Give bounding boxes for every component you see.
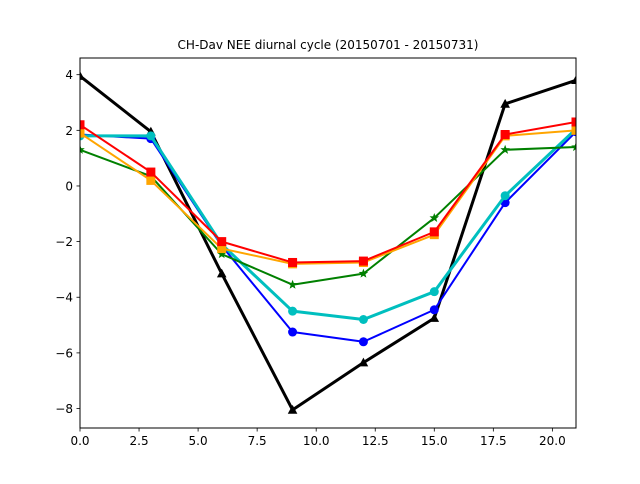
x-tick-label: 17.5 (480, 434, 507, 448)
data-point (571, 142, 576, 152)
series-2 (80, 127, 576, 347)
data-point (80, 120, 85, 130)
x-tick-label: 2.5 (130, 434, 149, 448)
data-point (500, 98, 510, 108)
data-point (288, 306, 298, 316)
y-tick-label: −4 (55, 291, 73, 305)
series-layer (80, 71, 576, 414)
chart-title: CH-Dav NEE diurnal cycle (20150701 - 201… (178, 38, 479, 52)
y-tick-label: −2 (55, 235, 73, 249)
data-point (80, 128, 85, 138)
data-point (429, 305, 439, 315)
y-tick-label: 4 (65, 68, 73, 82)
x-tick-label: 5.0 (189, 434, 208, 448)
data-point (216, 249, 227, 259)
x-tick-label: 7.5 (248, 434, 267, 448)
x-tick-label: 12.5 (362, 434, 389, 448)
y-tick-label: 2 (65, 124, 73, 138)
series-line (80, 131, 576, 343)
plot-frame (79, 57, 577, 429)
x-tick-label: 20.0 (539, 434, 566, 448)
data-point (146, 175, 156, 185)
series-line (80, 74, 576, 412)
y-tick-label: −6 (55, 346, 73, 360)
y-axis: −8 −6 −4 −2 0 2 4 (55, 68, 80, 416)
data-point (429, 212, 440, 223)
data-point (217, 237, 227, 247)
data-point (288, 327, 298, 337)
series-6 (80, 117, 576, 267)
x-axis: 0.0 2.5 5.0 7.5 10.0 12.5 15.0 17.5 20.0 (70, 428, 566, 448)
series-line (80, 120, 576, 264)
data-point (500, 144, 510, 154)
series-1 (80, 71, 576, 414)
data-point (287, 279, 298, 289)
data-point (358, 357, 369, 367)
data-point (358, 315, 368, 325)
data-point (358, 337, 368, 347)
series-line (80, 146, 576, 286)
x-tick-label: 15.0 (421, 434, 448, 448)
data-point (217, 244, 227, 254)
data-point (358, 268, 369, 278)
data-point (80, 71, 85, 80)
data-point (288, 257, 298, 267)
series-line (80, 127, 576, 321)
series-4 (80, 142, 576, 289)
y-tick-label: 0 (65, 179, 73, 193)
data-point (571, 117, 576, 127)
data-point (358, 256, 368, 266)
data-point (287, 404, 298, 414)
data-point (216, 268, 227, 278)
series-3 (80, 124, 576, 325)
x-tick-label: 0.0 (70, 434, 89, 448)
data-point (429, 287, 439, 297)
data-point (80, 144, 85, 154)
data-point (571, 75, 576, 85)
data-point (429, 227, 439, 237)
y-tick-label: −8 (55, 402, 73, 416)
data-point (146, 167, 156, 177)
data-point (500, 130, 510, 140)
data-point (429, 313, 440, 322)
x-tick-label: 10.0 (303, 434, 330, 448)
data-point (500, 191, 510, 201)
data-point (146, 131, 156, 141)
data-point (571, 125, 576, 135)
